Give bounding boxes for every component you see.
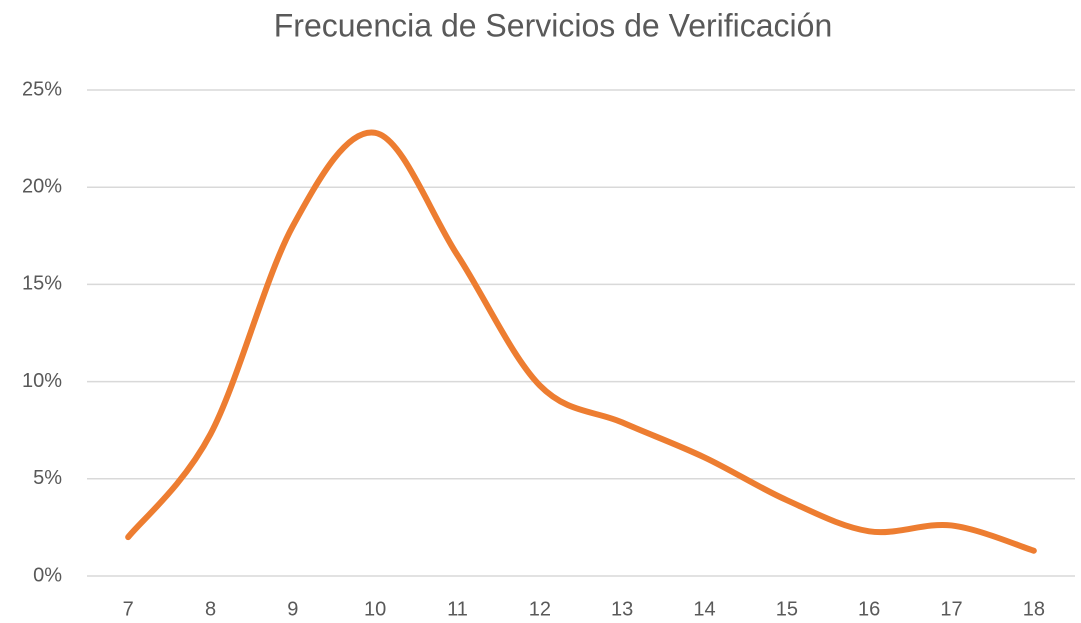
y-tick-label: 0% (33, 564, 62, 586)
x-tick-label: 9 (287, 598, 298, 620)
x-tick-label: 15 (776, 598, 798, 620)
x-tick-label: 18 (1023, 598, 1045, 620)
y-tick-label: 10% (22, 370, 62, 392)
y-tick-label: 5% (33, 467, 62, 489)
x-tick-label: 17 (940, 598, 962, 620)
x-tick-label: 12 (529, 598, 551, 620)
line (125, 129, 1037, 554)
x-tick-label: 13 (611, 598, 633, 620)
chart-title: Frecuencia de Servicios de Verificación (274, 7, 833, 43)
x-tick-label: 14 (693, 598, 715, 620)
x-tick-label: 11 (447, 598, 468, 620)
y-tick-label: 25% (22, 78, 62, 100)
x-tick-label: 16 (858, 598, 880, 620)
x-tick-label: 10 (364, 598, 386, 620)
x-tick-label: 8 (205, 598, 216, 620)
y-tick-label: 20% (22, 175, 62, 197)
y-tick-label: 15% (22, 273, 62, 295)
x-tick-label: 7 (123, 598, 134, 620)
